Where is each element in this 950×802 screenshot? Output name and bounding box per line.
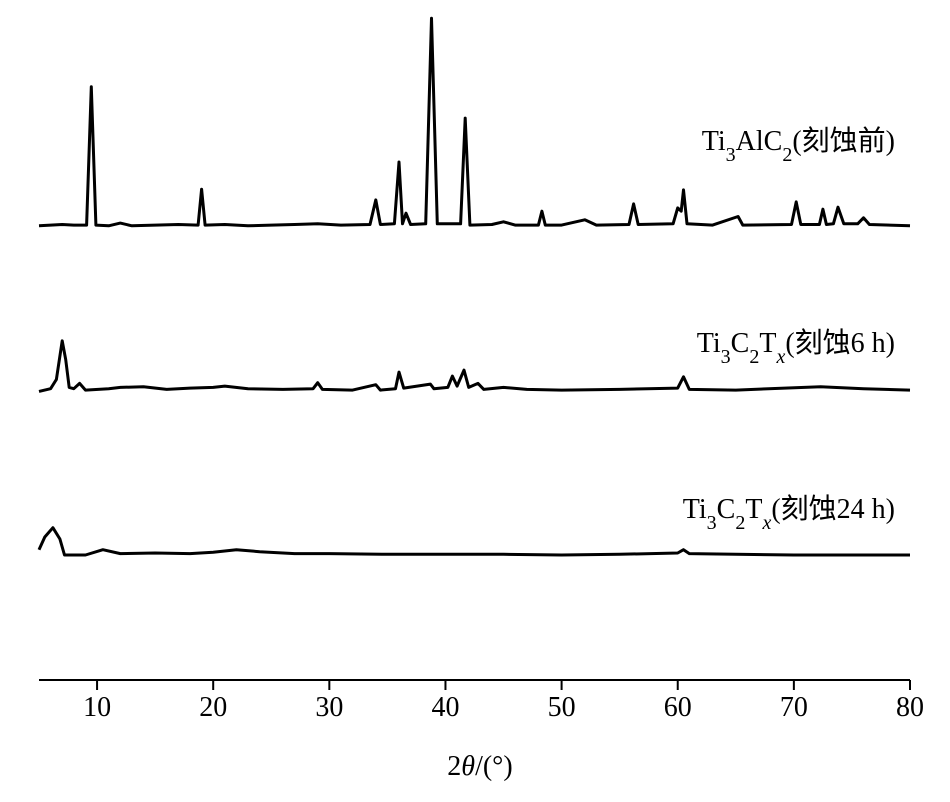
series-label: Ti3AlC2(刻蚀前)	[702, 125, 895, 166]
series-label: Ti3C2Tx(刻蚀24 h)	[683, 493, 895, 534]
x-tick-label: 70	[780, 692, 808, 723]
x-tick-label: 10	[83, 692, 111, 723]
x-tick-label: 40	[431, 692, 459, 723]
x-tick-label: 60	[664, 692, 692, 723]
x-axis-label: 2θ/(°)	[447, 751, 512, 782]
series-label: Ti3C2Tx(刻蚀6 h)	[697, 327, 895, 368]
xrd-line	[38, 339, 911, 393]
x-tick-label: 50	[548, 692, 576, 723]
x-tick-label: 30	[315, 692, 343, 723]
x-tick-label: 20	[199, 692, 227, 723]
x-tick-label: 80	[896, 692, 924, 723]
xrd-line	[38, 16, 911, 228]
xrd-line	[37, 526, 910, 557]
